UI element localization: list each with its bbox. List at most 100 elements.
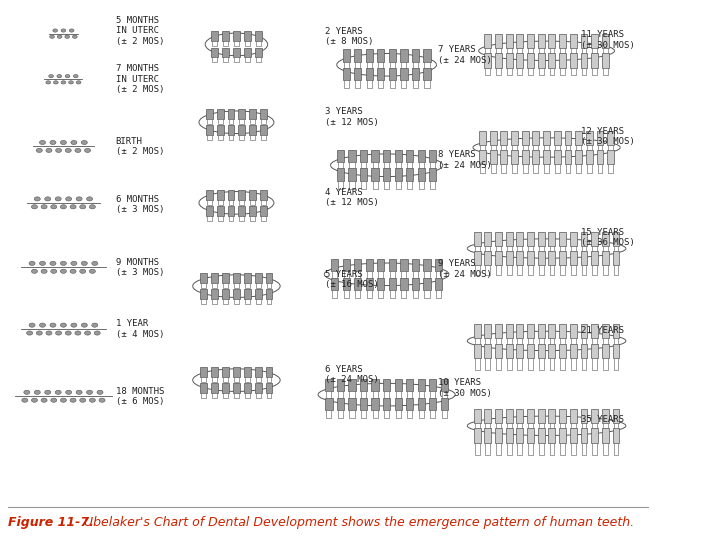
Bar xyxy=(571,423,576,435)
Bar xyxy=(603,423,608,435)
Ellipse shape xyxy=(29,323,35,327)
Ellipse shape xyxy=(29,261,35,266)
Bar xyxy=(442,392,447,400)
Bar xyxy=(485,443,490,455)
Bar xyxy=(474,251,480,265)
Bar xyxy=(355,62,360,70)
Bar xyxy=(200,289,207,299)
Ellipse shape xyxy=(84,331,91,335)
Bar xyxy=(349,410,354,418)
Bar xyxy=(413,290,418,298)
Bar xyxy=(602,324,609,338)
Bar xyxy=(423,259,431,271)
Ellipse shape xyxy=(50,205,57,209)
Bar xyxy=(338,162,343,170)
Ellipse shape xyxy=(32,205,37,209)
Bar xyxy=(441,379,448,392)
Bar xyxy=(266,299,271,304)
Bar xyxy=(240,216,244,221)
Bar xyxy=(349,162,354,170)
Bar xyxy=(507,68,512,75)
Bar xyxy=(212,57,217,63)
Bar xyxy=(222,289,229,299)
Bar xyxy=(505,343,513,358)
Bar xyxy=(240,119,244,124)
Bar xyxy=(500,150,508,164)
Bar xyxy=(238,206,246,216)
Bar xyxy=(570,428,577,443)
Bar xyxy=(260,125,267,136)
Bar xyxy=(436,290,441,298)
Bar xyxy=(582,48,586,55)
Bar xyxy=(570,324,577,338)
Bar xyxy=(474,358,480,370)
Bar xyxy=(366,290,372,298)
Bar xyxy=(528,338,533,350)
Ellipse shape xyxy=(97,390,103,394)
Bar xyxy=(549,265,554,275)
Ellipse shape xyxy=(75,331,81,335)
Bar xyxy=(255,273,261,283)
Ellipse shape xyxy=(32,269,37,273)
Bar xyxy=(425,290,430,298)
Ellipse shape xyxy=(81,323,87,327)
Bar xyxy=(549,53,555,68)
Text: 35 YEARS: 35 YEARS xyxy=(581,415,624,424)
Bar xyxy=(571,265,576,275)
Ellipse shape xyxy=(40,261,45,266)
Bar xyxy=(234,377,239,382)
Bar xyxy=(570,232,577,246)
Bar xyxy=(527,343,534,358)
Bar xyxy=(580,428,588,443)
Bar xyxy=(613,443,618,455)
Bar xyxy=(251,200,255,205)
Bar xyxy=(613,338,618,350)
Bar xyxy=(490,150,497,164)
Bar xyxy=(245,57,250,63)
Bar xyxy=(261,136,266,140)
Bar xyxy=(425,271,430,279)
Bar xyxy=(522,131,528,145)
Ellipse shape xyxy=(70,205,76,209)
Bar xyxy=(435,259,442,271)
Bar xyxy=(260,109,267,119)
Ellipse shape xyxy=(89,205,95,209)
Bar xyxy=(395,168,402,181)
Bar xyxy=(326,410,331,418)
Bar xyxy=(413,62,418,70)
Bar xyxy=(207,136,212,140)
Bar xyxy=(431,162,436,170)
Bar xyxy=(580,343,588,358)
Bar xyxy=(505,232,513,246)
Bar xyxy=(418,168,425,181)
Bar xyxy=(474,428,480,443)
Bar xyxy=(348,398,356,410)
Bar xyxy=(266,377,271,382)
Bar xyxy=(560,48,565,55)
Bar xyxy=(613,358,618,370)
Bar xyxy=(372,379,379,392)
Bar xyxy=(402,62,407,70)
Bar xyxy=(418,379,425,392)
Bar xyxy=(383,150,390,162)
Bar xyxy=(479,150,486,164)
Bar xyxy=(245,377,250,382)
Bar xyxy=(523,164,528,173)
Bar xyxy=(251,119,255,124)
Ellipse shape xyxy=(86,197,93,201)
Bar xyxy=(223,393,228,398)
Bar xyxy=(538,343,545,358)
Bar xyxy=(233,48,240,57)
Bar xyxy=(406,150,413,162)
Bar xyxy=(256,283,261,288)
Bar xyxy=(211,367,218,377)
Bar xyxy=(539,338,544,350)
Bar xyxy=(395,398,402,410)
Ellipse shape xyxy=(53,81,58,84)
Bar xyxy=(505,409,513,423)
Bar xyxy=(390,271,395,279)
Ellipse shape xyxy=(76,81,81,84)
Bar xyxy=(211,289,218,299)
Bar xyxy=(602,428,609,443)
Bar xyxy=(539,358,544,370)
